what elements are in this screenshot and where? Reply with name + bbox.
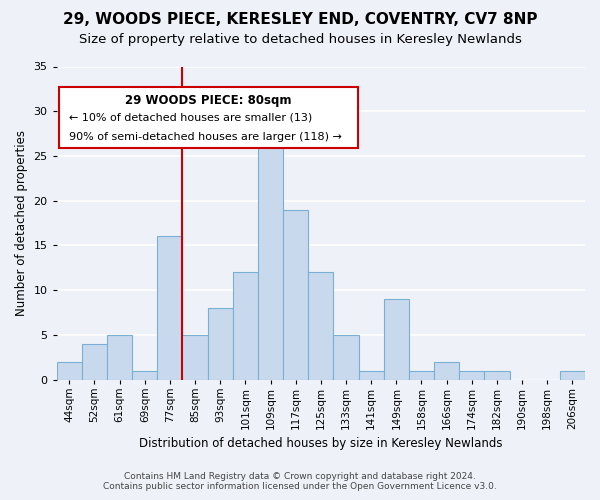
Bar <box>484 370 509 380</box>
Bar <box>258 147 283 380</box>
Bar <box>359 370 384 380</box>
Bar <box>157 236 182 380</box>
Text: 90% of semi-detached houses are larger (118) →: 90% of semi-detached houses are larger (… <box>69 132 342 142</box>
Text: 29, WOODS PIECE, KERESLEY END, COVENTRY, CV7 8NP: 29, WOODS PIECE, KERESLEY END, COVENTRY,… <box>63 12 537 28</box>
Bar <box>208 308 233 380</box>
FancyBboxPatch shape <box>59 87 358 148</box>
Bar <box>560 370 585 380</box>
Text: ← 10% of detached houses are smaller (13): ← 10% of detached houses are smaller (13… <box>69 112 312 122</box>
Bar <box>308 272 334 380</box>
Bar <box>459 370 484 380</box>
Bar <box>82 344 107 380</box>
Bar <box>182 335 208 380</box>
Bar <box>233 272 258 380</box>
Y-axis label: Number of detached properties: Number of detached properties <box>15 130 28 316</box>
Bar <box>334 335 359 380</box>
Text: Size of property relative to detached houses in Keresley Newlands: Size of property relative to detached ho… <box>79 32 521 46</box>
Bar <box>57 362 82 380</box>
Bar <box>409 370 434 380</box>
Bar <box>283 210 308 380</box>
Bar <box>434 362 459 380</box>
Text: 29 WOODS PIECE: 80sqm: 29 WOODS PIECE: 80sqm <box>125 94 292 106</box>
Text: Contains HM Land Registry data © Crown copyright and database right 2024.
Contai: Contains HM Land Registry data © Crown c… <box>103 472 497 491</box>
X-axis label: Distribution of detached houses by size in Keresley Newlands: Distribution of detached houses by size … <box>139 437 503 450</box>
Bar <box>384 299 409 380</box>
Bar <box>132 370 157 380</box>
Bar <box>107 335 132 380</box>
